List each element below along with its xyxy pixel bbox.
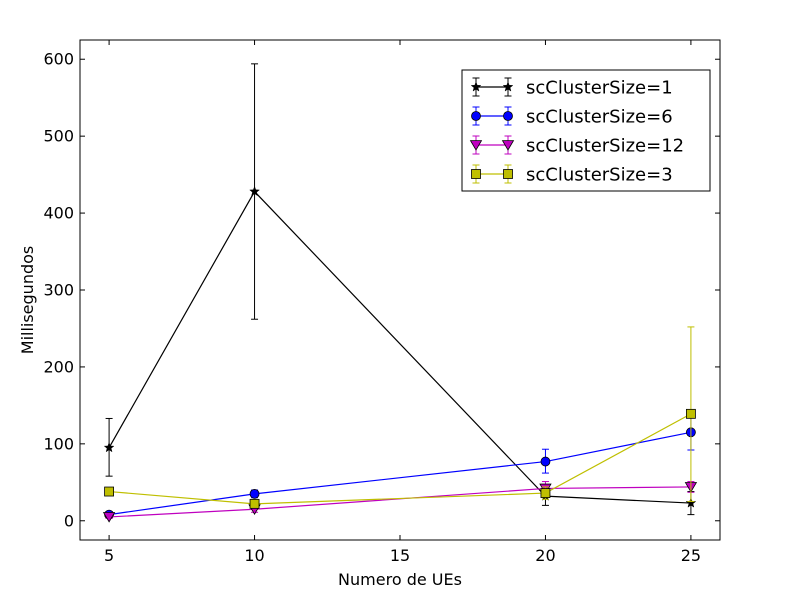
legend-entry: scClusterSize=6 (471, 106, 673, 128)
series-line (109, 431, 692, 516)
data-point (249, 498, 260, 509)
legend-label: scClusterSize=1 (526, 78, 673, 99)
series-line (109, 413, 692, 505)
x-tick-label: 5 (104, 546, 114, 565)
legend-entry: scClusterSize=12 (469, 135, 684, 157)
data-point (686, 408, 696, 419)
legend-marker (470, 81, 482, 92)
data-point (104, 486, 114, 497)
legend: scClusterSize=1 scClusterSize=6 scClusterS… (461, 69, 711, 192)
legend-marker (501, 140, 515, 151)
legend-marker (471, 111, 481, 121)
y-tick-label: 300 (43, 281, 74, 300)
axis-ticks: 5 10 15 20 25 0 100 200 300 400 500 600 (43, 40, 720, 565)
legend-marker (502, 81, 514, 92)
data-point (102, 512, 116, 523)
x-axis-label: Numero de UEs (338, 570, 462, 589)
data-point (540, 456, 551, 467)
data-point (249, 185, 260, 197)
series-0 (103, 63, 697, 516)
x-tick-label: 15 (390, 546, 410, 565)
y-tick-label: 500 (43, 127, 74, 146)
y-tick-label: 400 (43, 204, 74, 223)
series-line (108, 190, 691, 504)
x-tick-label: 25 (681, 546, 701, 565)
legend-entry: scClusterSize=1 (470, 77, 673, 99)
legend-marker (471, 169, 481, 179)
y-tick-label: 0 (64, 511, 74, 530)
data-point (103, 441, 115, 453)
legend-label: scClusterSize=3 (526, 165, 673, 186)
y-axis-label: Millisegundos (18, 246, 37, 354)
y-tick-label: 200 (43, 357, 74, 376)
series-layer (102, 63, 698, 523)
legend-label: scClusterSize=6 (526, 107, 673, 128)
x-tick-label: 20 (535, 546, 555, 565)
y-tick-label: 600 (43, 50, 74, 69)
legend-marker (469, 140, 483, 151)
series-3 (104, 326, 696, 509)
legend-label: scClusterSize=12 (526, 136, 684, 157)
y-tick-label: 100 (43, 434, 74, 453)
data-point (685, 497, 697, 508)
data-point (249, 488, 260, 499)
legend-marker (503, 169, 513, 179)
legend-entry: scClusterSize=3 (471, 164, 673, 186)
legend-marker (503, 111, 513, 121)
data-point (540, 488, 551, 498)
x-tick-label: 10 (244, 546, 264, 565)
